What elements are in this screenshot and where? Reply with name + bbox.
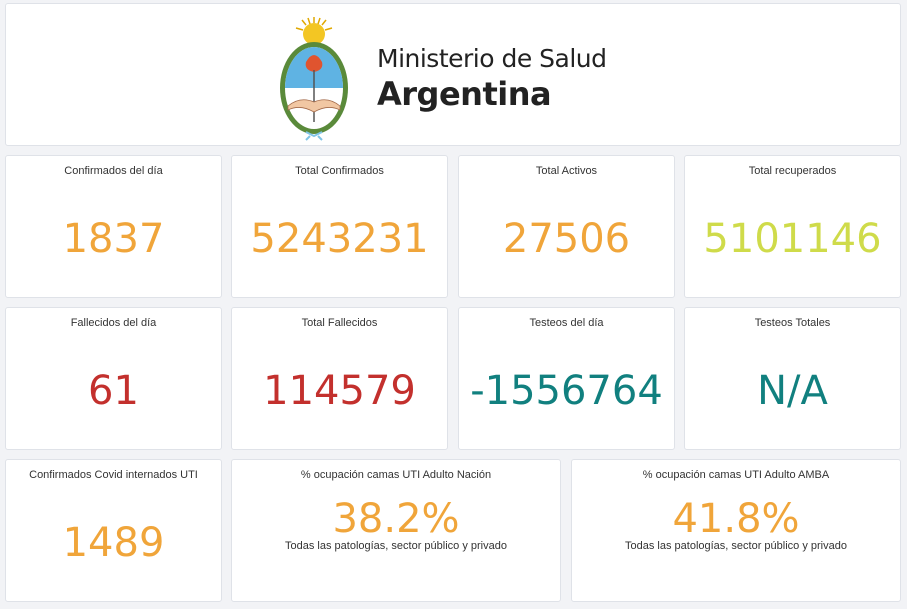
card-value: 1837 — [62, 216, 165, 262]
card-value: N/A — [757, 368, 828, 414]
card-value: 5101146 — [703, 216, 882, 262]
card-value: 41.8% — [672, 496, 800, 542]
ministry-name: Ministerio de Salud — [377, 44, 607, 73]
card-value: 5243231 — [250, 216, 429, 262]
card-ocupacion-nacion: % ocupación camas UTI Adulto Nación 38.2… — [231, 459, 561, 602]
card-title: Confirmados Covid internados UTI — [29, 469, 198, 481]
card-title: Total Activos — [535, 165, 598, 177]
country-name: Argentina — [377, 75, 552, 113]
card-total-fallecidos: Total Fallecidos 114579 — [231, 307, 448, 450]
card-total-confirmados: Total Confirmados 5243231 — [231, 155, 448, 298]
card-value: 114579 — [263, 368, 416, 414]
card-title: Total Confirmados — [295, 165, 384, 177]
card-title: Fallecidos del día — [70, 317, 157, 329]
card-total-recuperados: Total recuperados 5101146 — [684, 155, 901, 298]
card-value: -1556764 — [470, 368, 663, 414]
card-title: % ocupación camas UTI Adulto AMBA — [642, 469, 830, 481]
card-ocupacion-amba: % ocupación camas UTI Adulto AMBA 41.8% … — [571, 459, 901, 602]
card-value: 61 — [88, 368, 139, 414]
card-value: 27506 — [502, 216, 631, 262]
card-testeos-totales: Testeos Totales N/A — [684, 307, 901, 450]
card-title: Confirmados del día — [64, 165, 163, 177]
card-value: 38.2% — [332, 496, 460, 542]
card-subtitle: Todas las patologías, sector público y p… — [285, 540, 507, 552]
header-banner: Ministerio de Salud Argentina — [5, 3, 901, 146]
card-title: Testeos Totales — [754, 317, 831, 329]
card-title: Total recuperados — [748, 165, 837, 177]
card-internados-uti: Confirmados Covid internados UTI 1489 — [5, 459, 222, 602]
card-title: Testeos del día — [529, 317, 604, 329]
card-confirmados-dia: Confirmados del día 1837 — [5, 155, 222, 298]
card-fallecidos-dia: Fallecidos del día 61 — [5, 307, 222, 450]
card-total-activos: Total Activos 27506 — [458, 155, 675, 298]
card-subtitle: Todas las patologías, sector público y p… — [625, 540, 847, 552]
card-testeos-dia: Testeos del día -1556764 — [458, 307, 675, 450]
card-title: Total Fallecidos — [301, 317, 378, 329]
card-title: % ocupación camas UTI Adulto Nación — [300, 469, 492, 481]
argentina-coat-of-arms-icon — [280, 17, 348, 141]
card-value: 1489 — [62, 520, 165, 566]
